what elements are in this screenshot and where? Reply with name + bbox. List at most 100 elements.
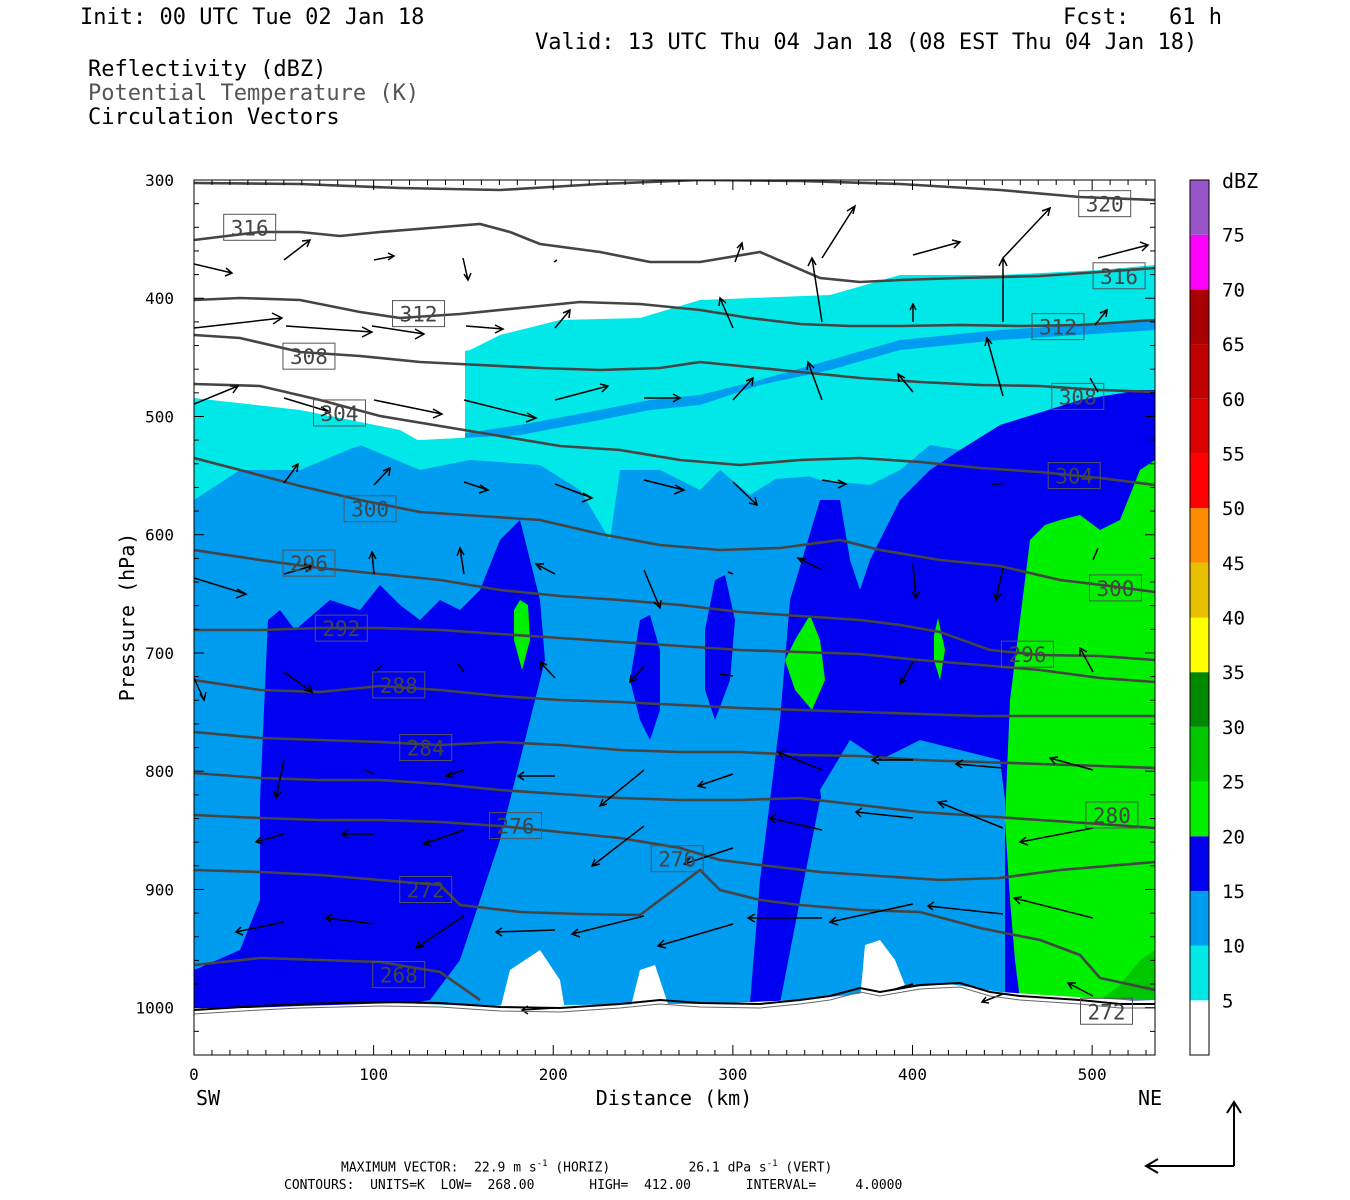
colorbar-segment [1190,945,1209,1001]
isentrope-300 [194,456,1155,594]
contour-label-text: 304 [1055,465,1093,489]
vector [516,771,555,781]
contour-label-box [1080,997,1134,1025]
vector [494,927,556,937]
vector [682,847,734,867]
y-axis-title: Pressure (hPa) [115,533,139,702]
contour-label-text: 312 [400,303,438,327]
vector [993,567,1004,602]
colorbar-label: 75 [1222,225,1245,247]
isentrope-276 [194,813,1155,882]
contour-label: 304 [1047,462,1101,490]
colorbar-segment [1190,836,1209,891]
vector [273,759,285,800]
vector [926,901,1004,915]
contour-label-box [399,734,453,762]
contour-label-text: 272 [1088,1000,1126,1024]
vector [1002,206,1052,259]
contour-label-box [343,495,397,523]
isentrope-308 [194,333,1155,394]
max-vector-horiz-exponent: -1 [536,1159,548,1169]
contour-label-text: 308 [1059,385,1097,409]
isentrope-304 [194,382,1155,487]
reflectivity-clear-region [194,325,465,447]
contour-label-text: 272 [407,878,445,902]
reflectivity-15-region-center [630,615,660,740]
vector [909,302,917,322]
contour-labels: 316 320 316 312 312 308 308 304 304 300 300 296 296 2… [223,190,1146,1025]
contour-label: 268 [372,961,426,989]
y-tick-label: 400 [145,289,174,308]
colorbar-segment [1190,508,1209,563]
vector [194,385,240,405]
isentrope-268 [194,956,481,1002]
contour-label-text: 268 [380,964,418,988]
isentrope-316 [194,222,1155,284]
colorbar-frame [1189,179,1210,1056]
vector [373,399,444,419]
colorbar-segment [1190,453,1209,509]
max-vector-horiz-value: 22.9 m s [474,1160,537,1176]
vector [806,360,823,401]
field-reflectivity: Reflectivity (dBZ) [88,57,327,82]
contour-label-box [1092,262,1146,290]
contour-label: 296 [1000,640,1054,668]
isentrope-288 [194,678,1155,718]
forecast-hour: Fcst: 61 h [1063,5,1222,30]
vector [373,466,391,486]
vector [656,923,734,949]
vector [283,563,314,575]
max-vector-prefix: MAXIMUM VECTOR: [341,1160,459,1176]
vector [554,308,571,329]
contour-label: 320 [1078,190,1132,218]
y-tick-label: 800 [145,762,174,781]
vector [368,550,377,575]
vector [465,324,505,334]
max-vector-horiz-units: (HORIZ) [555,1160,611,1176]
contour-label-text: 292 [322,617,360,641]
vector [463,399,538,423]
contour-label-box [1047,462,1101,490]
isentrope-312 [194,296,1155,328]
max-vector-note: MAXIMUM VECTOR: 22.9 m s-1 (HORIZ) 26.1 … [341,1159,832,1175]
contour-label-text: 316 [231,216,269,240]
contour-label-box [392,300,446,328]
vector [899,661,914,686]
vector [727,571,734,575]
contour-label-box [1051,382,1105,410]
contour-label-text: 304 [321,402,359,426]
reflectivity-15-region-west [194,520,545,1008]
contour-label-text: 284 [407,737,445,761]
isentropes [194,180,1155,1002]
contour-label-box [282,342,336,370]
isentrope-284 [194,730,1155,770]
vector [718,296,734,329]
contour-label-text: 280 [1093,804,1131,828]
contour-label: 288 [372,671,426,699]
vector [796,557,823,571]
contour-label-box [399,875,453,903]
isentrope-272 [194,868,1155,992]
x-tick-label: 100 [359,1065,388,1084]
valid-time: Valid: 13 UTC Thu 04 Jan 18 (08 EST Thu … [535,30,1198,55]
contour-label-text: 320 [1086,193,1124,217]
colorbar-label: 45 [1222,553,1245,575]
vector [254,833,285,845]
colorbar-segment [1190,672,1209,727]
contours-note: CONTOURS: UNITS=K LOW= 268.00 HIGH= 412.… [284,1178,903,1193]
vector [1097,241,1150,259]
vector [807,256,823,323]
y-tick-label: 700 [145,644,174,663]
axis-ticks [193,179,1155,1056]
vector [854,807,914,819]
isentrope-292 [194,626,1155,684]
vector [194,263,234,277]
y-tick-label: 1000 [135,999,174,1018]
colorbar-segment [1190,398,1209,454]
colorbar-label: 35 [1222,662,1245,684]
contour-label: 312 [1031,313,1085,341]
vector [776,750,823,771]
colorbar-segment [1190,617,1209,673]
vector [444,769,465,779]
